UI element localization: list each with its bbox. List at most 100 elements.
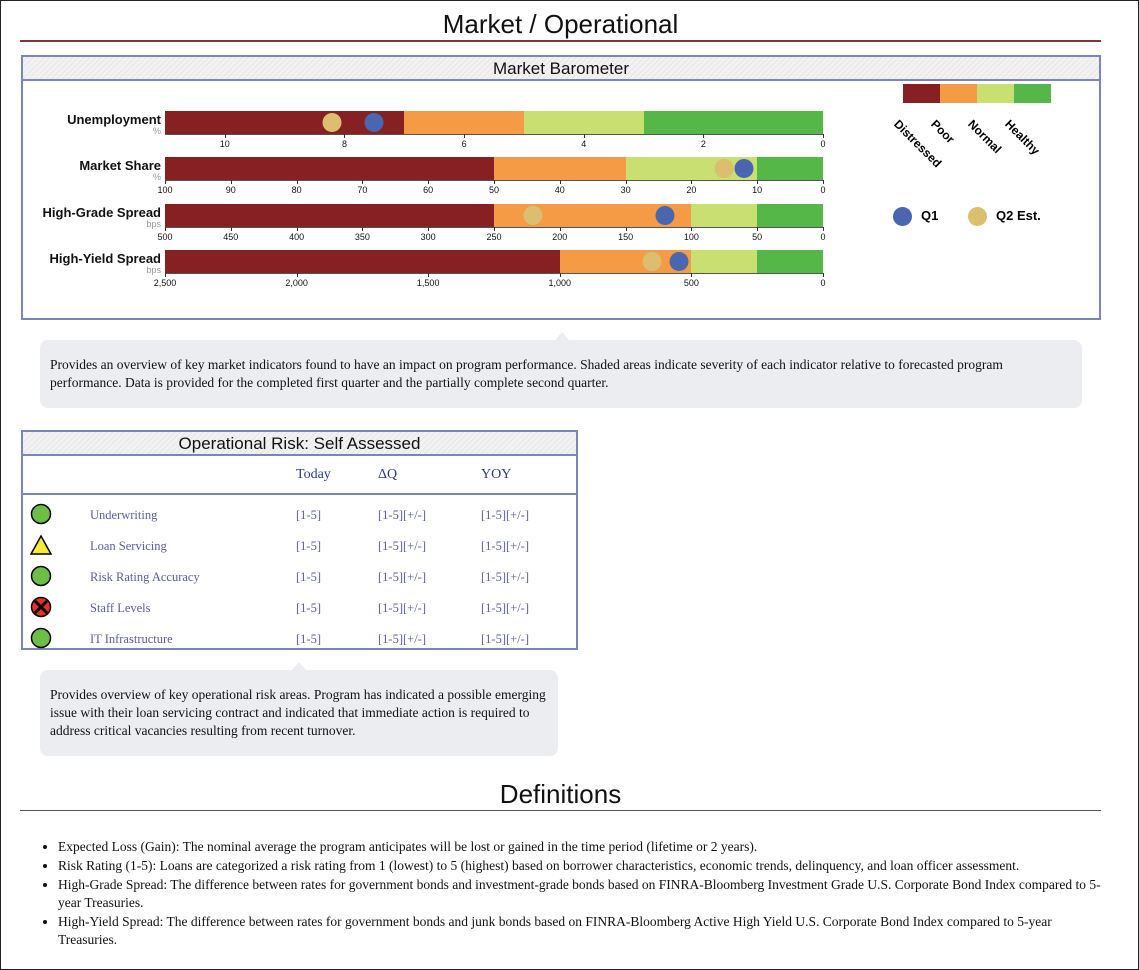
tick-label: 2,500 <box>153 278 177 288</box>
ops-table: Underwriting [1-5] [1-5][+/-] [1-5][+/-]… <box>23 500 576 655</box>
tick-mark <box>823 273 824 277</box>
tick-label: 0 <box>820 139 826 149</box>
q1-legend-marker <box>893 207 912 226</box>
ops-delta-q: [1-5][+/-] <box>378 539 426 553</box>
ops-delta-q: [1-5][+/-] <box>378 632 426 646</box>
tick-label: 0 <box>820 278 826 288</box>
ops-yoy: [1-5][+/-] <box>481 539 529 553</box>
tick-mark <box>823 227 824 231</box>
legend-swatch-healthy <box>1014 84 1051 103</box>
ops-row: Staff Levels [1-5] [1-5][+/-] [1-5][+/-] <box>23 593 576 624</box>
tick-mark <box>428 180 430 184</box>
definition-item: High-Grade Spread: The difference betwee… <box>58 876 1102 912</box>
tick-label: 4 <box>581 139 587 149</box>
market-barometer-title: Market Barometer <box>23 57 1099 81</box>
tick-mark <box>296 273 298 277</box>
tick-label: 2,000 <box>285 278 308 288</box>
band-poor <box>404 111 524 134</box>
tick-mark <box>224 134 226 138</box>
row-unit: % <box>152 126 161 136</box>
q2-marker <box>523 206 543 225</box>
ops-yoy: [1-5][+/-] <box>481 508 529 522</box>
axis-line <box>165 273 823 274</box>
q1-marker <box>655 206 675 225</box>
row-unit: bps <box>146 265 161 275</box>
tick-label: 500 <box>683 278 699 288</box>
green-circle-icon <box>30 565 52 586</box>
tick-label: 1,000 <box>548 278 572 288</box>
tick-label: 400 <box>289 232 305 242</box>
tick-label: 2 <box>700 139 706 149</box>
title-divider <box>20 40 1101 42</box>
tick-label: 6 <box>461 139 467 149</box>
definition-item: Risk Rating (1-5): Loans are categorized… <box>58 857 1102 875</box>
header-yoy: YOY <box>481 467 512 482</box>
q2-marker <box>642 252 662 271</box>
band-healthy <box>757 204 823 227</box>
ops-today: [1-5] <box>296 539 321 553</box>
band-poor <box>494 204 692 227</box>
row-label: Market Share <box>79 158 161 173</box>
green-circle-icon <box>30 627 52 648</box>
band-normal <box>691 250 758 273</box>
tick-mark <box>625 180 627 184</box>
tick-label: 0 <box>820 232 826 242</box>
band-distressed <box>165 111 405 134</box>
band-distressed <box>165 250 560 273</box>
band-normal <box>691 204 758 227</box>
band-poor <box>494 157 626 180</box>
tick-mark <box>823 134 824 138</box>
tick-label: 10 <box>219 139 230 149</box>
ops-yoy: [1-5][+/-] <box>481 570 529 584</box>
ops-row: IT Infrastructure [1-5] [1-5][+/-] [1-5]… <box>23 624 576 655</box>
ops-row-label: Risk Rating Accuracy <box>90 570 200 584</box>
tick-mark <box>583 134 585 138</box>
q1-marker <box>669 252 689 271</box>
tick-mark <box>757 180 759 184</box>
ops-row-label: Staff Levels <box>90 601 151 615</box>
market-barometer-panel: Market Barometer Unemployment% 10 8 6 4 2 0 Mar… <box>21 55 1101 320</box>
band-healthy <box>643 111 823 134</box>
ops-delta-q: [1-5][+/-] <box>378 601 426 615</box>
row-unit: % <box>152 172 161 182</box>
band-healthy <box>757 250 823 273</box>
row-label: High-Grade Spread <box>42 205 161 220</box>
tick-mark <box>362 180 364 184</box>
tick-label: 100 <box>157 185 173 195</box>
ops-row-label: IT Infrastructure <box>90 632 173 646</box>
tick-label: 50 <box>752 232 763 242</box>
tick-mark <box>428 273 430 277</box>
ops-delta-q: [1-5][+/-] <box>378 570 426 584</box>
q2-marker <box>714 159 734 178</box>
q2-legend-label: Q2 Est. <box>996 208 1041 223</box>
ops-delta-q: [1-5][+/-] <box>378 508 426 522</box>
tick-label: 40 <box>554 185 565 195</box>
tick-label: 70 <box>357 185 368 195</box>
definitions-title: Definitions <box>499 779 622 809</box>
tick-mark <box>494 227 495 231</box>
tick-label: 10 <box>752 185 763 195</box>
ops-today: [1-5] <box>296 601 321 615</box>
tick-mark <box>559 180 561 184</box>
tick-label: 90 <box>225 185 236 195</box>
definition-item: Expected Loss (Gain): The nominal averag… <box>58 838 1102 856</box>
tick-label: 450 <box>223 232 239 242</box>
tick-mark <box>559 227 561 231</box>
tick-label: 30 <box>620 185 631 195</box>
page-title: Market / Operational <box>442 9 679 39</box>
axis-line <box>165 134 823 135</box>
ops-note: Provides overview of key operational ris… <box>40 670 558 756</box>
tick-label: 300 <box>420 232 436 242</box>
q2-legend-marker <box>968 207 987 226</box>
tick-label: 500 <box>157 232 173 242</box>
ops-today: [1-5] <box>296 632 321 646</box>
band-distressed <box>165 204 494 227</box>
tick-label: 350 <box>354 232 370 242</box>
tick-mark <box>362 227 364 231</box>
barometer-chart: Unemployment% 10 8 6 4 2 0 Market Share% 100 90 80… <box>23 57 1099 318</box>
definitions-list: Expected Loss (Gain): The nominal averag… <box>42 838 1102 950</box>
tick-mark <box>464 134 466 138</box>
ops-row: Risk Rating Accuracy [1-5] [1-5][+/-] [1… <box>23 562 576 593</box>
definition-item: High-Yield Spread: The difference betwee… <box>58 913 1102 949</box>
header-delta-q: ΔQ <box>378 467 398 482</box>
